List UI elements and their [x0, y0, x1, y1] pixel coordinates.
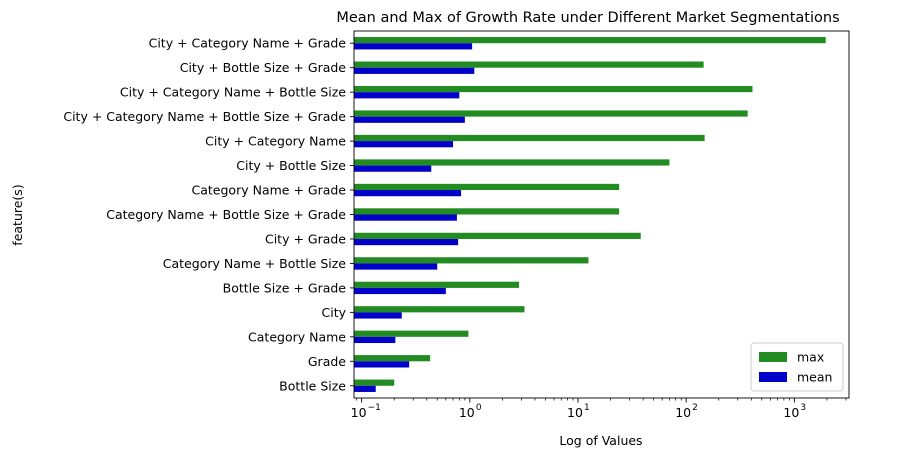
- bar-mean-8: [354, 238, 459, 246]
- legend-swatch-mean: [759, 372, 787, 382]
- y-tick-label: Category Name + Grade: [192, 183, 347, 198]
- y-tick-label: City + Grade: [265, 231, 346, 246]
- bar-mean-13: [354, 361, 410, 368]
- bar-mean-9: [354, 263, 438, 270]
- bar-max-12: [354, 330, 469, 337]
- y-tick-label: City + Category Name: [205, 134, 346, 149]
- x-tick-exponent: −1: [368, 403, 381, 413]
- y-tick-label: Category Name + Bottle Size: [163, 256, 347, 271]
- x-tick-exponent: 3: [800, 403, 806, 413]
- y-tick-label: Grade: [308, 354, 346, 369]
- x-axis-ticks: 10 −1 10 0 10 1 10 2 10 3: [351, 398, 847, 420]
- bar-mean-10: [354, 287, 446, 295]
- chart-title: Mean and Max of Growth Rate under Differ…: [336, 10, 839, 26]
- x-tick-label: 10: [459, 405, 475, 420]
- bar-mean-2: [354, 92, 460, 99]
- legend-label-max: max: [797, 350, 824, 365]
- y-tick-label: Category Name: [248, 329, 346, 344]
- bar-mean-7: [354, 214, 457, 221]
- bar-mean-5: [354, 165, 432, 172]
- bar-mean-14: [354, 385, 376, 392]
- y-tick-label: City + Bottle Size + Grade: [180, 60, 347, 75]
- bar-max-7: [354, 208, 620, 215]
- bar-max-13: [354, 355, 431, 362]
- bar-max-11: [354, 306, 525, 313]
- x-axis-label: Log of Values: [559, 433, 642, 448]
- legend-label-mean: mean: [797, 370, 832, 385]
- bar-max-0: [354, 37, 826, 44]
- bar-max-2: [354, 85, 753, 93]
- x-tick-exponent: 1: [584, 403, 590, 413]
- bar-mean-1: [354, 67, 475, 74]
- x-tick-exponent: 2: [692, 403, 698, 413]
- bar-max-4: [354, 134, 705, 142]
- bar-max-1: [354, 61, 704, 68]
- y-tick-label: City: [322, 305, 347, 320]
- y-tick-label: City + Category Name + Bottle Size + Gra…: [63, 109, 346, 124]
- x-tick-exponent: 0: [476, 403, 482, 413]
- bar-mean-0: [354, 43, 473, 50]
- bar-mean-12: [354, 336, 396, 344]
- legend: max mean: [750, 342, 844, 392]
- bar-max-8: [354, 232, 641, 239]
- x-tick-label: 10: [783, 405, 799, 420]
- bar-mean-11: [354, 312, 402, 319]
- bar-mean-3: [354, 116, 465, 123]
- bar-mean-4: [354, 141, 454, 148]
- plot-frame: [353, 30, 850, 399]
- bar-max-9: [354, 257, 589, 264]
- bar-mean-6: [354, 190, 462, 197]
- y-tick-label: Bottle Size + Grade: [223, 280, 347, 295]
- y-axis-label: feature(s): [10, 184, 25, 245]
- bars-group: [354, 37, 826, 392]
- bar-max-6: [354, 183, 620, 191]
- y-tick-label: Bottle Size: [279, 378, 346, 393]
- y-tick-label: Category Name + Bottle Size + Grade: [106, 207, 346, 222]
- y-tick-label: City + Category Name + Bottle Size: [120, 85, 346, 100]
- bar-max-5: [354, 159, 670, 166]
- y-tick-label: City + Category Name + Grade: [149, 36, 347, 51]
- bar-max-3: [354, 110, 748, 117]
- y-axis-ticks: City + Category Name + Grade City + Bottl…: [63, 36, 354, 393]
- bar-max-14: [354, 379, 395, 386]
- legend-swatch-max: [759, 352, 787, 362]
- x-tick-label: 10: [351, 405, 367, 420]
- x-tick-label: 10: [675, 405, 691, 420]
- y-tick-label: City + Bottle Size: [236, 158, 346, 173]
- x-tick-label: 10: [567, 405, 583, 420]
- bar-max-10: [354, 281, 520, 288]
